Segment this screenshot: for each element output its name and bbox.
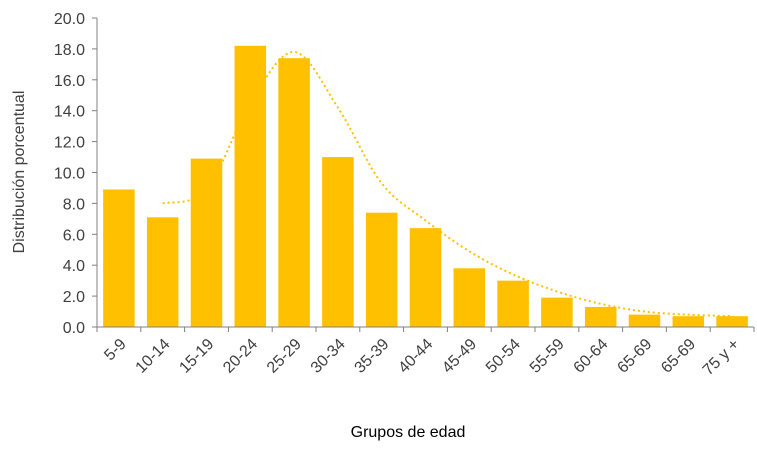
- x-tick-label: 10-14: [133, 336, 174, 377]
- x-tick-label: 55-59: [527, 336, 568, 377]
- bar-75 y +: [716, 316, 748, 327]
- y-tick-label: 2.0: [63, 289, 85, 306]
- x-tick-label: 40-44: [395, 336, 436, 377]
- bar-35-39: [365, 212, 398, 327]
- y-tick-label: 14.0: [54, 104, 85, 121]
- bar-25-29: [278, 58, 310, 328]
- bar-60-64: [584, 306, 617, 327]
- x-tick-label: 45-49: [439, 336, 480, 377]
- y-tick-label: 16.0: [54, 73, 85, 90]
- x-tick-label: 35-39: [352, 336, 393, 377]
- y-tick-label: 20.0: [54, 11, 85, 28]
- x-tick-label: 20-24: [220, 336, 261, 377]
- y-axis-title: Distribución porcentual: [11, 91, 28, 254]
- bar-65-69: [628, 314, 661, 327]
- y-tick-label: 4.0: [63, 258, 85, 275]
- bar-55-59: [541, 297, 573, 327]
- y-axis-ticks: 0.0 2.0 4.0 6.0 8.0 10.0 12.0 14.0 16.0 18.0 20.0: [54, 11, 97, 337]
- bar-65-69: [672, 316, 705, 327]
- x-tick-label: 50-54: [483, 336, 524, 377]
- y-tick-label: 12.0: [54, 135, 85, 152]
- bar-15-19: [190, 158, 223, 327]
- x-tick-label: 25-29: [264, 336, 305, 377]
- bar-5-9: [103, 189, 135, 327]
- x-tick-label: 65-69: [658, 336, 699, 377]
- bar-30-34: [322, 157, 354, 327]
- x-tick-label: 60-64: [571, 336, 612, 377]
- bar-40-44: [409, 228, 442, 327]
- x-axis-ticks: 5-9 10-14 15-19 20-24 25-29 30-34 35-39 40-44 45…: [96, 327, 755, 379]
- y-tick-label: 10.0: [54, 166, 85, 183]
- y-tick-label: 0.0: [63, 320, 85, 337]
- axes-group: [96, 18, 754, 328]
- bar-45-49: [453, 268, 486, 327]
- y-tick-label: 6.0: [63, 227, 85, 244]
- x-tick-label: 30-34: [308, 336, 349, 377]
- bar-10-14: [146, 217, 179, 327]
- x-tick-label: 75 y +: [700, 336, 743, 379]
- x-axis-title: Grupos de edad: [351, 424, 466, 441]
- y-tick-label: 8.0: [63, 196, 85, 213]
- bar-20-24: [234, 45, 267, 328]
- y-tick-label: 18.0: [54, 42, 85, 59]
- x-tick-label: 15-19: [176, 336, 217, 377]
- bars-group: [103, 45, 748, 328]
- x-tick-label: 65-69: [614, 336, 655, 377]
- x-tick-label: 5-9: [101, 336, 129, 364]
- bar-50-54: [497, 280, 529, 327]
